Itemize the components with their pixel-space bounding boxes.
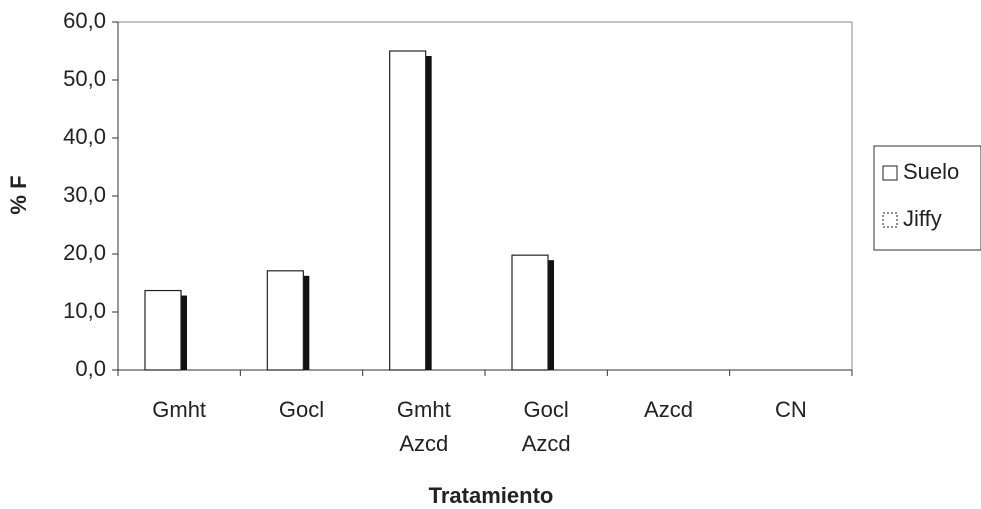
bar-shadow <box>425 56 432 370</box>
bar-shadow <box>303 275 310 370</box>
legend-swatch <box>882 212 898 228</box>
y-tick-label: 0,0 <box>75 356 106 381</box>
x-tick-label: Gmht Azcd <box>396 397 451 456</box>
legend-swatch <box>882 165 898 181</box>
y-tick-label: 50,0 <box>63 66 106 91</box>
x-tick-label: Gmht <box>152 397 207 422</box>
y-tick-label: 30,0 <box>63 182 106 207</box>
bar <box>511 254 549 371</box>
bar-shadow <box>181 295 187 370</box>
x-axis-title: Tratamiento <box>429 483 554 508</box>
y-tick-label: 20,0 <box>63 240 106 265</box>
bar <box>144 289 182 371</box>
bar-shadow <box>548 260 554 370</box>
y-axis-title: % F <box>6 175 31 214</box>
legend-label: Jiffy <box>903 206 942 231</box>
x-tick-label: Gocl <box>278 397 325 422</box>
plot-frame <box>117 21 853 371</box>
y-tick-label: 40,0 <box>63 124 106 149</box>
bar <box>389 50 427 371</box>
x-tick-label: CN <box>774 397 807 422</box>
legend-box <box>873 145 981 251</box>
legend-label: Suelo <box>903 159 959 184</box>
x-tick-label: Gocl Azcd <box>521 397 571 456</box>
x-tick-label: Azcd <box>644 397 693 422</box>
y-tick-label: 60,0 <box>63 8 106 33</box>
bar <box>266 270 304 371</box>
y-tick-label: 10,0 <box>63 298 106 323</box>
